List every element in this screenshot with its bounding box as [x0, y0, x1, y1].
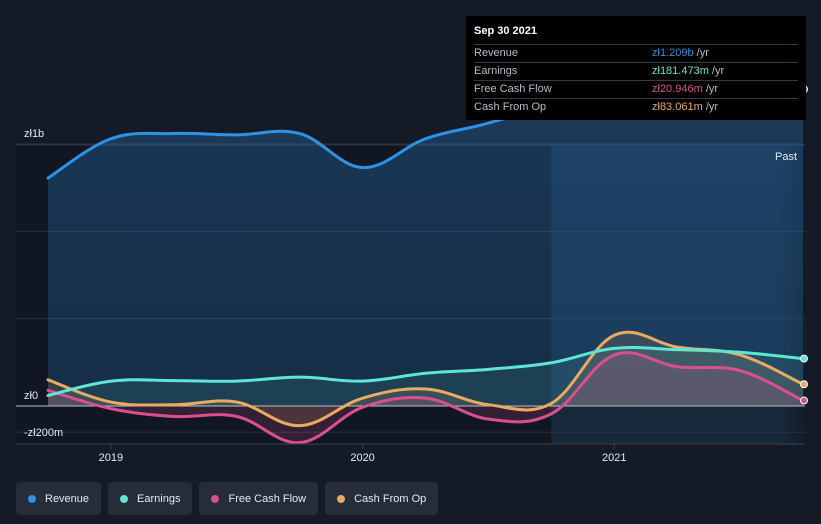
x-axis: 2019 2020 2021: [16, 443, 805, 464]
legend-dot-icon: [120, 494, 129, 503]
tooltip-row: Earnings zł181.473m /yr: [474, 62, 798, 80]
area-free-cash-flow: [48, 352, 803, 443]
tooltip-row-label: Cash From Op: [474, 101, 547, 113]
legend-item-free-cash-flow[interactable]: Free Cash Flow: [199, 482, 319, 515]
x-tick-label: 2019: [99, 452, 123, 464]
past-label: Past: [775, 151, 797, 163]
tooltip-date: Sep 30 2021: [474, 25, 537, 37]
area-revenue: [48, 48, 803, 406]
tooltip-row-value: zł1.209b /yr: [652, 47, 709, 59]
area-earnings: [48, 347, 803, 406]
line-cash-from-op: [46, 330, 805, 428]
y-tick-label: zł0: [24, 390, 38, 402]
tooltip-row: Revenue zł1.209b /yr: [474, 44, 798, 62]
tooltip-row-value: zł181.473m /yr: [652, 65, 725, 77]
tooltip-row: Cash From Op zł83.061m /yr: [474, 98, 798, 116]
line-earnings: [46, 345, 805, 398]
legend-label: Revenue: [45, 492, 90, 505]
legend-item-revenue[interactable]: Revenue: [16, 482, 102, 515]
endpoint-free-cash-flow: [800, 396, 808, 405]
line-free-cash-flow: [46, 351, 805, 445]
endpoint-earnings: [800, 354, 808, 363]
x-tick-label: 2021: [602, 452, 626, 464]
tooltip: Sep 30 2021 Revenue zł1.209b /yr Earnings z…: [466, 16, 806, 120]
legend-dot-icon: [211, 494, 220, 503]
endpoint-cash-from-op: [800, 380, 808, 389]
legend: Revenue Earnings Free Cash Flow Cash From O…: [16, 482, 445, 515]
y-tick-label: zł1b: [24, 128, 44, 140]
tooltip-row-label: Earnings: [474, 65, 518, 77]
legend-label: Free Cash Flow: [228, 492, 307, 505]
tooltip-row-value: zł83.061m /yr: [652, 101, 719, 113]
x-tick-label: 2020: [350, 452, 374, 464]
tooltip-row-label: Free Cash Flow: [474, 83, 552, 95]
legend-dot-icon: [28, 494, 36, 503]
legend-label: Earnings: [137, 492, 181, 505]
y-tick-label: -zł200m: [24, 427, 63, 439]
tooltip-row: Free Cash Flow zł20.946m /yr: [474, 80, 798, 98]
tooltip-row-label: Revenue: [474, 47, 519, 59]
tooltip-row-value: zł20.946m /yr: [652, 83, 719, 95]
y-axis: zł1b zł0 -zł200m: [24, 128, 63, 439]
legend-item-earnings[interactable]: Earnings: [108, 482, 193, 515]
legend-label: Cash From Op: [354, 492, 427, 505]
legend-item-cash-from-op[interactable]: Cash From Op: [325, 482, 439, 515]
legend-dot-icon: [337, 494, 346, 503]
